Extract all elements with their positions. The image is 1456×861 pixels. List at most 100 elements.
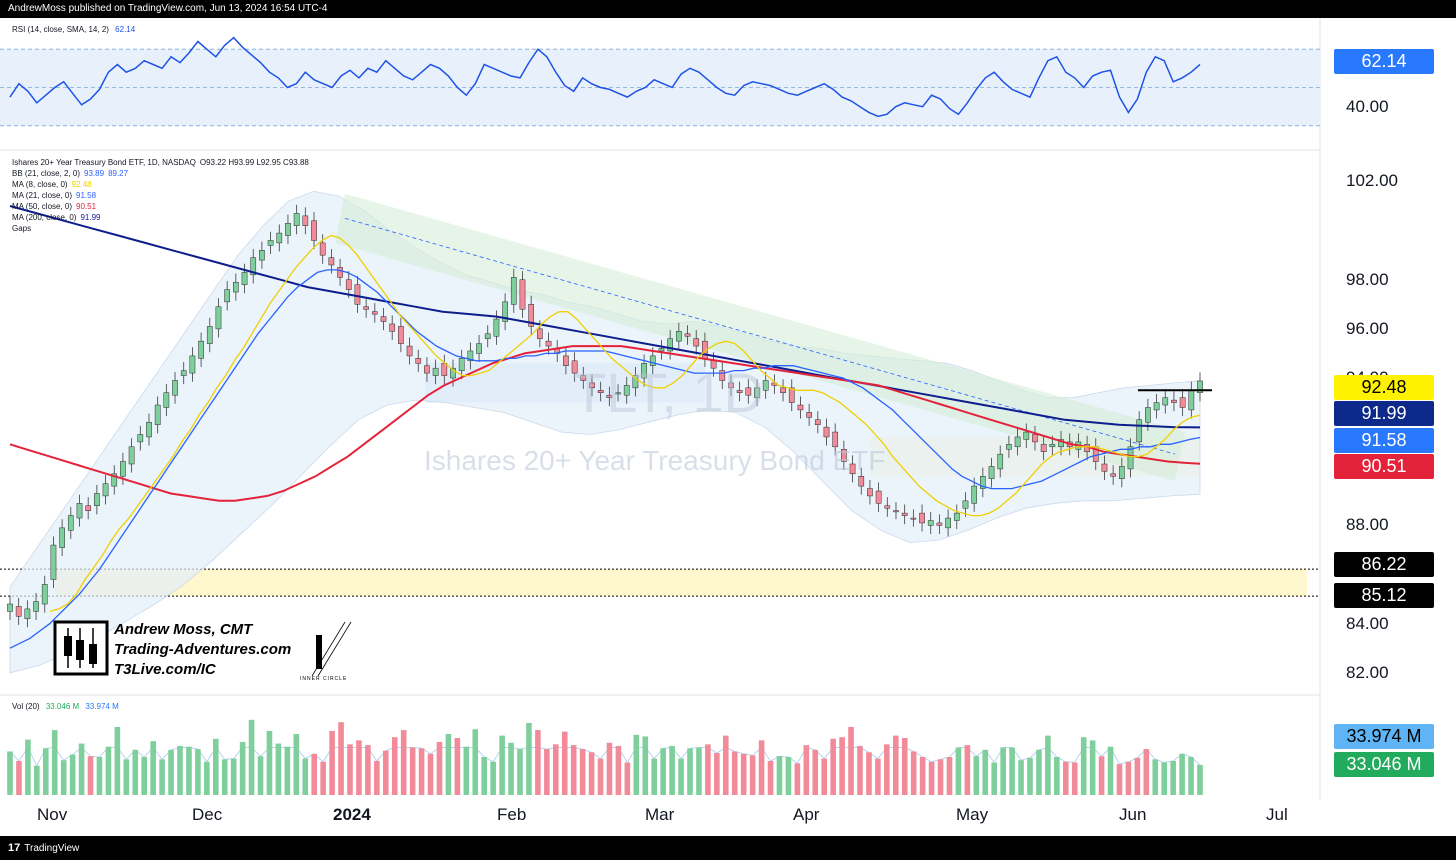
rsi-legend-value: 62.14 [115, 25, 136, 34]
candle-body [1145, 407, 1151, 423]
volume-bar [275, 743, 282, 795]
credit-logo-candle [76, 640, 84, 660]
volume-bar [866, 752, 872, 795]
rsi-legend: RSI (14, close, SMA, 14, 2) 62.14 [12, 24, 135, 35]
candle-body [319, 242, 326, 256]
volume-bar [338, 722, 344, 795]
volume-bar [740, 753, 747, 795]
indicator-legend-row[interactable]: MA (50, close, 0) 90.51 [12, 201, 309, 212]
indicator-legend: BB (21, close, 2, 0) 93.89 89.27 MA (8, clo… [12, 168, 309, 234]
candle-body [632, 375, 639, 389]
volume-bar [374, 760, 380, 795]
volume-bar [42, 748, 49, 795]
candle-body [345, 279, 352, 290]
volume-bar [1107, 746, 1114, 795]
candle-body [1171, 399, 1177, 403]
volume-bar [1188, 757, 1194, 795]
time-axis-label: Jun [1119, 805, 1147, 824]
time-axis-label: Feb [497, 805, 527, 824]
indicator-legend-row[interactable]: BB (21, close, 2, 0) 93.89 89.27 [12, 168, 309, 179]
candle-body [406, 345, 413, 357]
indicator-label: MA (200, close, 0) [12, 213, 77, 222]
volume-bar [34, 765, 40, 795]
candle-body [1049, 444, 1056, 448]
volume-bar [105, 746, 112, 795]
inner-circle-logo-text: INNER CIRCLE [300, 676, 348, 682]
volume-bar [1116, 764, 1123, 795]
candle-body [285, 222, 291, 236]
volume-bar [749, 755, 756, 795]
indicator-legend-row[interactable]: MA (200, close, 0) 91.99 [12, 212, 309, 223]
price-value-tag: 92.48 [1334, 375, 1434, 400]
candle-body [24, 608, 31, 620]
candle-body [1179, 397, 1186, 408]
volume-bar [1161, 762, 1168, 795]
volume-bar [248, 719, 255, 795]
tradingview-logo-icon[interactable]: 17 [8, 842, 21, 854]
candle-body [615, 392, 621, 395]
candle-body [1127, 446, 1134, 470]
price-value-tag: 85.12 [1334, 583, 1434, 608]
candle-body [76, 503, 83, 519]
candle-body [537, 328, 543, 339]
candle-body [94, 493, 100, 507]
volume-bar [1134, 757, 1141, 795]
price-value-tag: 86.22 [1334, 552, 1434, 577]
volume-bar [552, 744, 559, 795]
candle-body [1110, 473, 1116, 477]
volume-bar [642, 736, 649, 795]
volume-bar [1054, 757, 1060, 795]
volume-bar [535, 730, 541, 795]
volume-legend-value-2: 33.974 M [85, 702, 119, 711]
author-credit: Andrew Moss, CMT Trading-Adventures.com … [114, 620, 291, 680]
indicator-value: 92.48 [71, 180, 92, 189]
rsi-value-tag: 62.14 [1334, 49, 1434, 74]
indicator-legend-row[interactable]: MA (8, close, 0) 92.48 [12, 179, 309, 190]
volume-bar [722, 735, 729, 795]
author-link: T3Live.com/IC [114, 661, 216, 678]
candle-body [33, 601, 39, 612]
candle-body [606, 394, 613, 398]
candle-body [927, 520, 934, 526]
volume-bar [1089, 740, 1096, 795]
candle-body [649, 355, 656, 366]
volume-bar [696, 747, 702, 795]
volume-bar [588, 752, 595, 795]
credit-logo-candle [89, 644, 97, 664]
symbol-title[interactable]: Ishares 20+ Year Treasury Bond ETF, 1D, … [12, 158, 196, 167]
downtrend-channel [335, 193, 1185, 482]
candle-body [198, 340, 204, 359]
candle-body [398, 326, 404, 344]
time-axis-label: May [956, 805, 989, 824]
volume-bar [418, 748, 425, 795]
candle-body [910, 517, 917, 520]
time-axis-label: Mar [645, 805, 675, 824]
indicator-legend-row[interactable]: MA (21, close, 0) 91.58 [12, 190, 309, 201]
candle-body [215, 306, 222, 330]
candle-body [102, 483, 109, 497]
candle-body [762, 380, 769, 391]
volume-bar [60, 760, 67, 795]
volume-bar [964, 745, 971, 795]
volume-bar [508, 742, 514, 795]
volume-bar [320, 761, 326, 795]
volume-bar [186, 746, 192, 795]
volume-bar [1170, 760, 1176, 795]
volume-value-tag: 33.046 M [1334, 752, 1434, 777]
credit-logo-candle [64, 636, 72, 656]
volume-bar [356, 740, 362, 795]
candle-body [971, 485, 978, 504]
volume-bar [204, 761, 210, 795]
volume-bar [973, 756, 980, 795]
candle-body [354, 284, 361, 305]
volume-bar [123, 759, 130, 795]
candle-body [519, 279, 526, 310]
volume-bar [731, 751, 738, 795]
volume-bar [1027, 757, 1033, 795]
volume-bar [400, 730, 407, 795]
indicator-label: Gaps [12, 224, 32, 233]
price-tick-label: 96.00 [1346, 318, 1389, 338]
indicator-value: 93.89 [84, 169, 105, 178]
indicator-legend-row[interactable]: Gaps [12, 223, 309, 234]
